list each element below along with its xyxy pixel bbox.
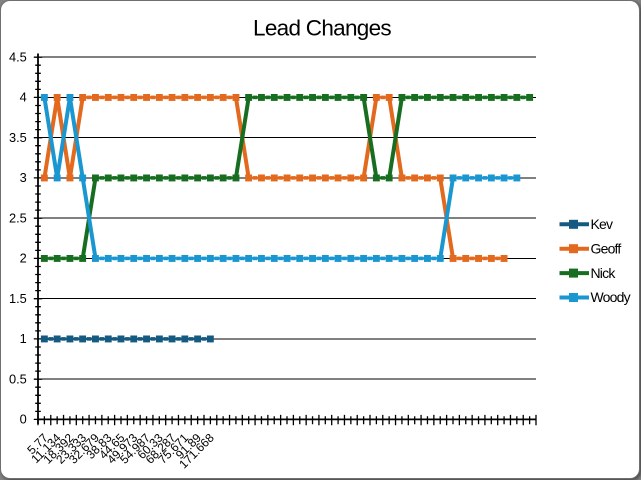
svg-text:Geoff: Geoff: [591, 240, 622, 256]
svg-text:Woody: Woody: [591, 289, 631, 305]
svg-text:2: 2: [20, 251, 27, 266]
svg-text:3: 3: [20, 170, 27, 185]
svg-text:Nick: Nick: [591, 265, 617, 281]
svg-text:1: 1: [20, 331, 27, 346]
svg-text:0: 0: [20, 412, 27, 427]
svg-text:Kev: Kev: [591, 216, 614, 232]
svg-text:3.5: 3.5: [9, 130, 27, 145]
svg-text:2.5: 2.5: [9, 211, 27, 226]
svg-text:Lead Changes: Lead Changes: [253, 16, 391, 41]
svg-text:1.5: 1.5: [9, 291, 27, 306]
svg-text:0.5: 0.5: [9, 372, 27, 387]
svg-text:4.5: 4.5: [9, 50, 27, 65]
svg-text:4: 4: [20, 90, 27, 105]
